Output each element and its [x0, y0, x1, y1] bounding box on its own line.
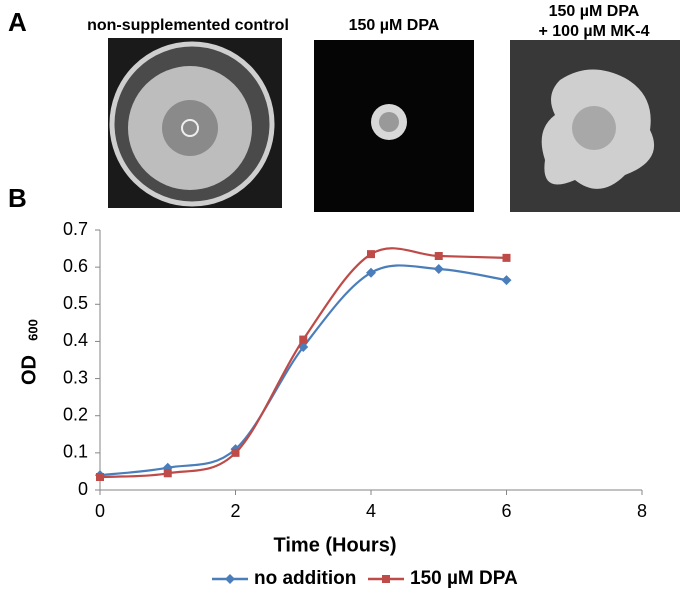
legend-label: 150 µM DPA [410, 568, 518, 589]
panel-label: B [8, 183, 27, 213]
y-axis-label: OD [18, 355, 40, 385]
marker [366, 267, 376, 278]
marker [502, 253, 511, 262]
x-tick-label: 0 [95, 501, 105, 521]
marker [382, 575, 390, 583]
x-tick-label: 2 [230, 501, 240, 521]
image-caption: + 100 µM MK-4 [538, 23, 649, 40]
y-tick-label: 0.2 [63, 404, 88, 424]
marker [433, 264, 444, 274]
image-caption: non-supplemented control [87, 17, 289, 34]
x-tick-label: 6 [501, 501, 511, 521]
marker [367, 250, 375, 259]
marker [163, 469, 172, 478]
marker [501, 275, 512, 286]
photo [510, 40, 680, 212]
marker [299, 335, 308, 344]
x-tick-label: 4 [366, 501, 376, 521]
series-line [99, 247, 507, 479]
series-line [99, 264, 507, 477]
x-axis-label: Time (Hours) [274, 534, 397, 556]
y-tick-label: 0 [78, 479, 88, 499]
marker [434, 252, 443, 260]
x-tick-label: 8 [637, 501, 647, 521]
y-axis-label-subscript: 600 [25, 319, 40, 341]
y-tick-label: 0.3 [63, 367, 88, 387]
marker [225, 574, 235, 584]
marker [231, 448, 240, 457]
panel-label: A [8, 7, 27, 37]
photo [108, 38, 282, 208]
legend-label: no addition [254, 568, 356, 589]
marker [96, 473, 104, 481]
y-tick-label: 0.6 [63, 256, 88, 276]
y-tick-label: 0.4 [63, 330, 88, 350]
y-tick-label: 0.5 [63, 293, 88, 313]
image-caption: 150 µM DPA [349, 17, 440, 34]
y-tick-label: 0.1 [63, 442, 88, 462]
y-tick-label: 0.7 [63, 219, 88, 239]
image-caption: 150 µM DPA [549, 3, 640, 20]
photo [314, 40, 474, 212]
